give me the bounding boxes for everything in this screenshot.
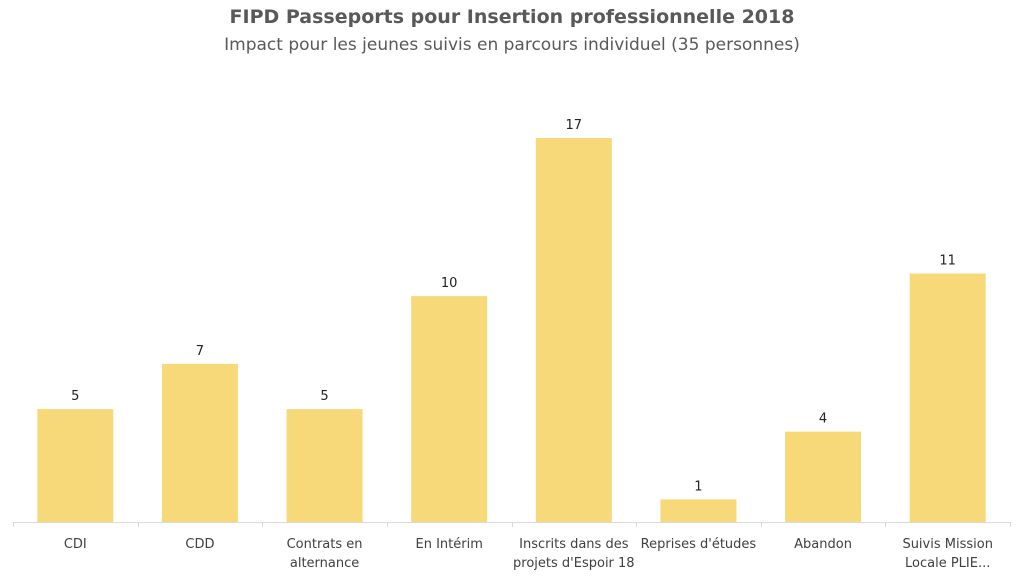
bar: [785, 431, 862, 522]
bar: [161, 363, 238, 522]
chart-title: FIPD Passeports pour Insertion professio…: [229, 6, 795, 28]
x-tick-label: alternance: [290, 556, 359, 571]
data-label: 5: [71, 389, 79, 404]
data-label: 1: [694, 479, 702, 494]
bar: [411, 296, 488, 522]
bar: [535, 138, 612, 522]
x-tick-label: Reprises d'études: [641, 537, 757, 552]
data-label: 7: [196, 344, 204, 359]
x-tick-label: CDD: [185, 537, 214, 552]
x-tick-label: Suivis Mission: [902, 537, 993, 552]
x-tick-label: Inscrits dans des: [519, 537, 629, 552]
bar: [660, 499, 737, 522]
bar: [286, 409, 363, 522]
x-tick-label: CDI: [64, 537, 87, 552]
data-label: 11: [939, 254, 956, 269]
chart-subtitle: Impact pour les jeunes suivis en parcour…: [224, 35, 800, 55]
bar: [37, 409, 114, 522]
bar: [909, 273, 986, 522]
x-tick-label: Contrats en: [287, 537, 363, 552]
x-tick-label: Locale PLIE...: [905, 556, 990, 571]
x-tick-label: projets d'Espoir 18: [513, 556, 635, 571]
x-tick-label: En Intérim: [416, 537, 483, 552]
x-tick-label: Abandon: [794, 537, 852, 552]
data-label: 17: [566, 118, 583, 133]
data-label: 4: [819, 412, 827, 427]
data-label: 5: [320, 389, 328, 404]
data-label: 10: [441, 276, 458, 291]
